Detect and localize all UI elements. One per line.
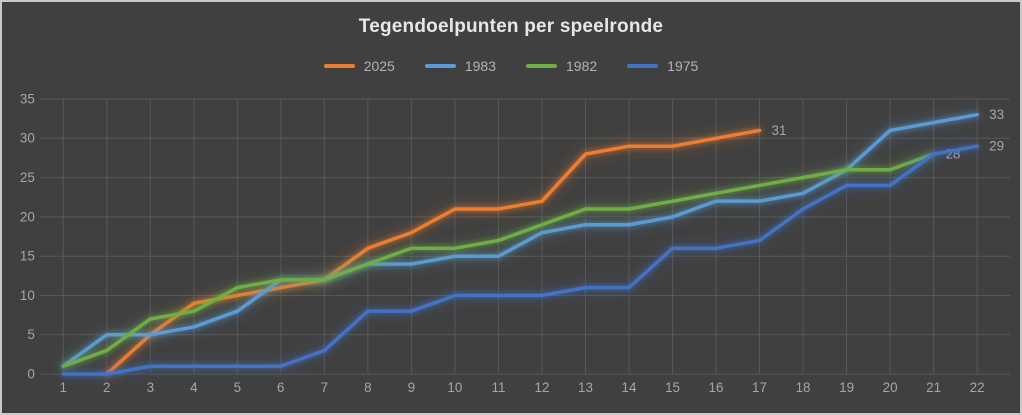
x-tick-label: 11: [491, 380, 505, 395]
y-tick-label: 5: [27, 327, 34, 342]
x-tick-label: 16: [709, 380, 724, 395]
y-tick-label: 20: [20, 209, 35, 224]
end-data-label-1975: 29: [989, 139, 1004, 154]
x-tick-label: 13: [578, 380, 593, 395]
x-tick-label: 5: [234, 380, 241, 395]
legend-item-2025: 2025: [323, 58, 395, 74]
x-tick-label: 22: [970, 380, 985, 395]
end-data-label-2025: 31: [771, 123, 786, 138]
legend-label-1983: 1983: [464, 58, 496, 74]
x-tick-label: 8: [364, 380, 371, 395]
legend: 2025 1983 1982 1975: [2, 58, 1020, 74]
y-tick-label: 10: [20, 288, 35, 303]
legend-label-1982: 1982: [566, 58, 598, 74]
legend-swatch-1975: [627, 64, 659, 68]
x-tick-label: 17: [752, 380, 767, 395]
y-tick-label: 35: [20, 91, 35, 106]
x-tick-label: 21: [926, 380, 941, 395]
series-line-1975: [61, 144, 979, 376]
series-line-1982: [61, 152, 936, 368]
x-tick-label: 4: [190, 380, 198, 395]
x-tick-label: 9: [408, 380, 415, 395]
legend-swatch-2025: [323, 64, 355, 68]
legend-item-1975: 1975: [627, 58, 698, 74]
legend-label-1975: 1975: [667, 58, 699, 74]
legend-label-2025: 2025: [363, 58, 395, 74]
legend-item-1983: 1983: [424, 58, 496, 74]
x-tick-label: 20: [883, 380, 898, 395]
gridlines: [39, 98, 1011, 375]
x-tick-label: 14: [622, 380, 637, 395]
x-tick-label: 7: [321, 380, 328, 395]
legend-item-1982: 1982: [526, 58, 597, 74]
y-tick-label: 30: [20, 131, 35, 146]
x-tick-label: 19: [839, 380, 854, 395]
chart-title: Tegendoelpunten per speelronde: [358, 16, 664, 37]
x-tick-label: 2: [103, 380, 110, 395]
x-tick-label: 3: [147, 380, 154, 395]
x-tick-label: 12: [535, 380, 550, 395]
x-tick-label: 18: [796, 380, 811, 395]
legend-swatch-1983: [424, 64, 456, 68]
end-data-label-1983: 33: [989, 107, 1004, 122]
series-line-2025: [105, 128, 762, 376]
x-tick-label: 10: [447, 380, 462, 395]
y-tick-label: 25: [20, 170, 35, 185]
y-tick-label: 15: [20, 249, 35, 264]
x-tick-label: 15: [665, 380, 680, 395]
x-tick-label: 6: [277, 380, 284, 395]
legend-swatch-1982: [526, 64, 557, 68]
y-tick-label: 0: [27, 367, 34, 382]
series-line-1983: [61, 112, 979, 368]
x-tick-label: 1: [60, 380, 67, 395]
